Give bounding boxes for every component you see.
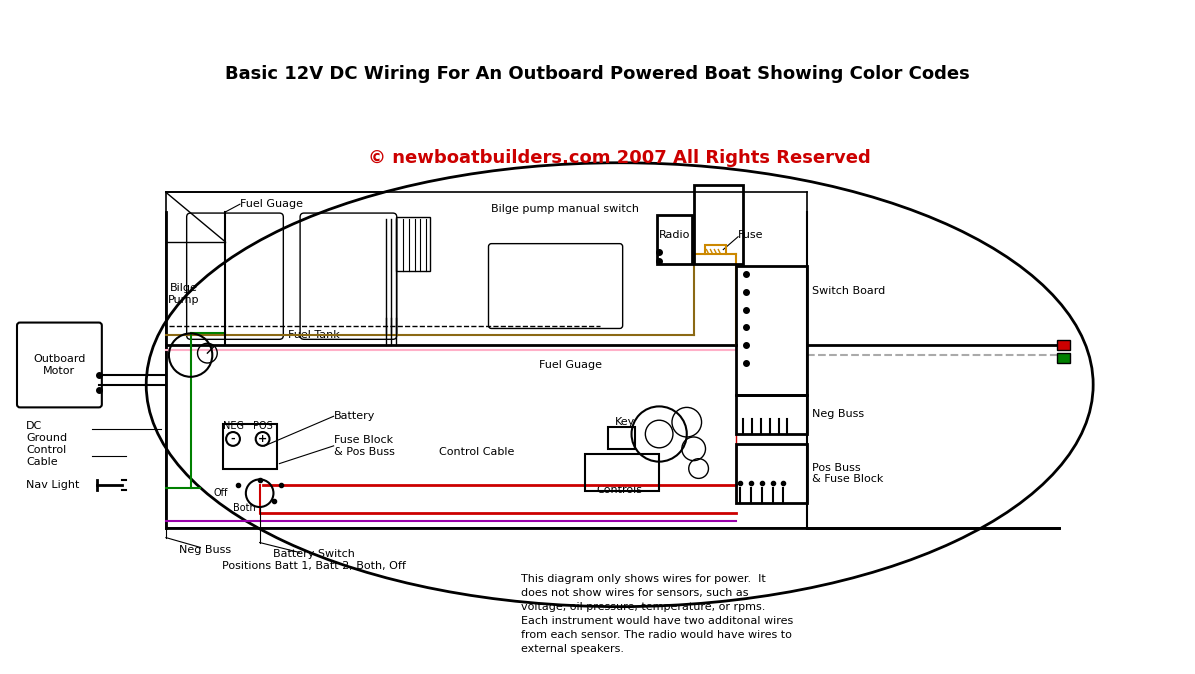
FancyBboxPatch shape	[1056, 353, 1071, 363]
Text: Battery Switch
Positions Batt 1, Batt 2, Both, Off: Battery Switch Positions Batt 1, Batt 2,…	[222, 549, 406, 571]
Text: Neg Buss: Neg Buss	[813, 409, 864, 419]
Text: Control Cable: Control Cable	[439, 447, 514, 457]
Text: Fuel Guage: Fuel Guage	[539, 360, 602, 370]
Text: Fuel Guage: Fuel Guage	[240, 200, 302, 209]
Text: Battery: Battery	[333, 411, 375, 421]
Text: Radio: Radio	[660, 230, 691, 240]
Text: Controls: Controls	[596, 485, 643, 495]
Text: Basic 12V DC Wiring For An Outboard Powered Boat Showing Color Codes: Basic 12V DC Wiring For An Outboard Powe…	[225, 65, 969, 83]
Text: This diagram only shows wires for power.  It
does not show wires for sensors, su: This diagram only shows wires for power.…	[521, 574, 793, 654]
Text: DC
Ground: DC Ground	[26, 421, 67, 443]
Text: © newboatbuilders.com 2007 All Rights Reserved: © newboatbuilders.com 2007 All Rights Re…	[368, 149, 871, 167]
Text: Off: Off	[213, 488, 227, 498]
Text: POS: POS	[252, 421, 272, 431]
Text: Both: Both	[233, 503, 256, 513]
Text: Outboard
Motor: Outboard Motor	[33, 354, 86, 376]
Text: Fuse Block
& Pos Buss: Fuse Block & Pos Buss	[333, 435, 394, 457]
Text: Pos Buss
& Fuse Block: Pos Buss & Fuse Block	[813, 462, 883, 485]
Text: Switch Board: Switch Board	[813, 286, 885, 296]
Text: +: +	[258, 434, 268, 444]
Text: Control
Cable: Control Cable	[26, 445, 66, 466]
FancyBboxPatch shape	[1056, 340, 1071, 350]
Text: Bilge
Pump: Bilge Pump	[168, 283, 200, 305]
Text: NEG: NEG	[222, 421, 244, 431]
Text: Bilge pump manual switch: Bilge pump manual switch	[491, 204, 639, 214]
Text: Nav Light: Nav Light	[26, 481, 79, 490]
Text: Neg Buss: Neg Buss	[179, 545, 232, 555]
Text: Key: Key	[614, 417, 635, 427]
Text: Fuse: Fuse	[739, 230, 764, 240]
Text: -: -	[231, 434, 235, 444]
Text: Fuel Tank: Fuel Tank	[288, 330, 339, 340]
